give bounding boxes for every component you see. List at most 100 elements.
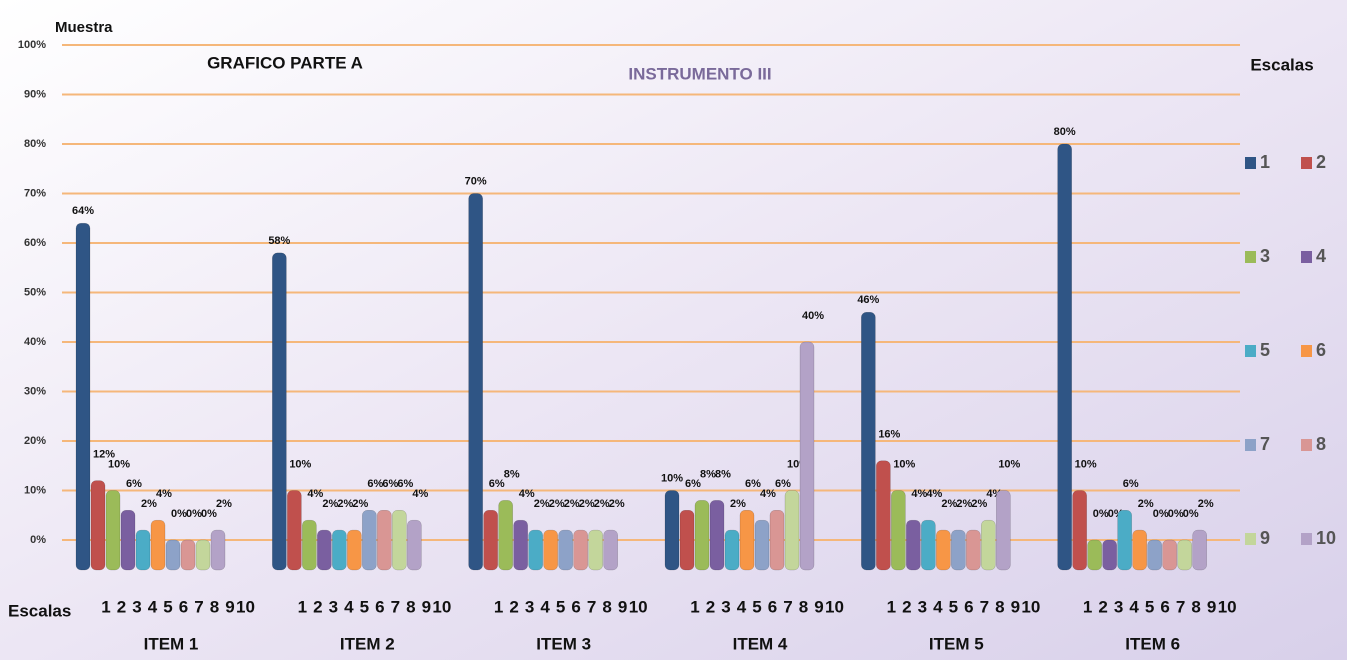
bar	[558, 529, 573, 571]
scale-tick-label: 9	[1207, 597, 1216, 616]
scale-tick-label: 9	[422, 597, 431, 616]
data-label: 4%	[911, 488, 927, 500]
bar	[573, 529, 588, 571]
legend-label: 9	[1260, 528, 1270, 548]
legend-label: 10	[1316, 528, 1336, 548]
data-label: 16%	[878, 429, 900, 441]
data-label: 6%	[367, 478, 383, 490]
bar	[1057, 143, 1072, 571]
data-label: 8%	[715, 468, 731, 480]
legend-swatch	[1245, 157, 1256, 169]
bar	[1132, 529, 1147, 571]
bar	[891, 490, 906, 571]
data-label: 2%	[1138, 498, 1154, 510]
category-label: ITEM 1	[144, 634, 199, 653]
scale-tick-label: 2	[1098, 597, 1107, 616]
scale-tick-label: 7	[391, 597, 400, 616]
data-label: 2%	[594, 498, 610, 510]
legend-label: 3	[1260, 246, 1270, 266]
scale-tick-label: 5	[556, 597, 565, 616]
x-axis-label: Escalas	[8, 601, 71, 620]
bar	[966, 529, 981, 571]
scale-tick-label: 5	[1145, 597, 1154, 616]
scale-tick-label: 3	[329, 597, 338, 616]
data-label: 12%	[93, 449, 115, 461]
bar	[1072, 490, 1087, 571]
data-label: 2%	[549, 498, 565, 510]
data-label: 0%	[186, 508, 202, 520]
bar	[799, 341, 815, 571]
scale-tick-label: 7	[587, 597, 596, 616]
bar	[679, 510, 695, 571]
data-label: 10%	[998, 458, 1020, 470]
data-label: 2%	[941, 498, 957, 510]
bar	[90, 480, 106, 571]
legend-label: 5	[1260, 340, 1270, 360]
data-label: 6%	[489, 478, 505, 490]
bar	[498, 500, 513, 571]
category-label: ITEM 4	[733, 634, 788, 653]
bar	[921, 519, 936, 571]
legend-swatch	[1301, 251, 1312, 263]
data-label: 80%	[1054, 126, 1076, 138]
scale-tick-label: 3	[1114, 597, 1123, 616]
bar	[407, 519, 422, 571]
legend-swatch	[1245, 533, 1256, 545]
data-label: 2%	[534, 498, 550, 510]
scale-tick-label: 7	[1176, 597, 1185, 616]
scale-tick-label: 3	[132, 597, 141, 616]
bar	[754, 519, 770, 571]
data-label: 70%	[465, 175, 487, 187]
bar	[1192, 529, 1207, 571]
scale-tick-label: 6	[964, 597, 973, 616]
data-label: 4%	[307, 488, 323, 500]
data-label: 10%	[1075, 458, 1097, 470]
bar	[784, 490, 800, 571]
data-label: 6%	[126, 478, 142, 490]
bar	[528, 529, 543, 571]
scale-tick-label: 5	[163, 597, 172, 616]
bar	[603, 529, 618, 571]
bar	[150, 519, 166, 571]
scale-tick-label: 1	[494, 597, 503, 616]
category-label: ITEM 3	[536, 634, 591, 653]
scale-tick-label: 7	[783, 597, 792, 616]
scale-tick-label: 9	[1011, 597, 1020, 616]
category-label: ITEM 6	[1125, 634, 1180, 653]
data-label: 4%	[760, 488, 776, 500]
bar	[664, 490, 680, 571]
bar	[709, 500, 725, 571]
scale-tick-label: 10	[629, 597, 648, 616]
legend-swatch	[1245, 345, 1256, 357]
scale-tick-label: 8	[406, 597, 415, 616]
bar	[724, 529, 740, 571]
scale-tick-label: 5	[360, 597, 369, 616]
data-label: 10%	[661, 472, 683, 484]
scale-tick-label: 10	[432, 597, 451, 616]
data-label: 6%	[745, 478, 761, 490]
bar	[1087, 539, 1102, 571]
scale-tick-label: 10	[1021, 597, 1040, 616]
scale-tick-label: 1	[298, 597, 307, 616]
bar	[588, 529, 603, 571]
scale-tick-label: 6	[768, 597, 777, 616]
data-label: 4%	[412, 488, 428, 500]
scale-tick-label: 10	[825, 597, 844, 616]
data-label: 2%	[1198, 498, 1214, 510]
bar	[483, 510, 498, 571]
legend-label: 1	[1260, 152, 1270, 172]
scale-tick-label: 10	[236, 597, 255, 616]
data-label: 8%	[700, 468, 716, 480]
scale-tick-label: 3	[525, 597, 534, 616]
bar	[996, 490, 1011, 571]
bar	[981, 519, 996, 571]
scale-tick-label: 6	[179, 597, 188, 616]
bar	[1147, 539, 1162, 571]
data-label: 2%	[216, 498, 232, 510]
data-label: 64%	[72, 205, 94, 217]
y-tick-label: 20%	[24, 435, 46, 447]
data-label: 0%	[1168, 508, 1184, 520]
scale-tick-label: 4	[933, 597, 943, 616]
data-label: 2%	[609, 498, 625, 510]
